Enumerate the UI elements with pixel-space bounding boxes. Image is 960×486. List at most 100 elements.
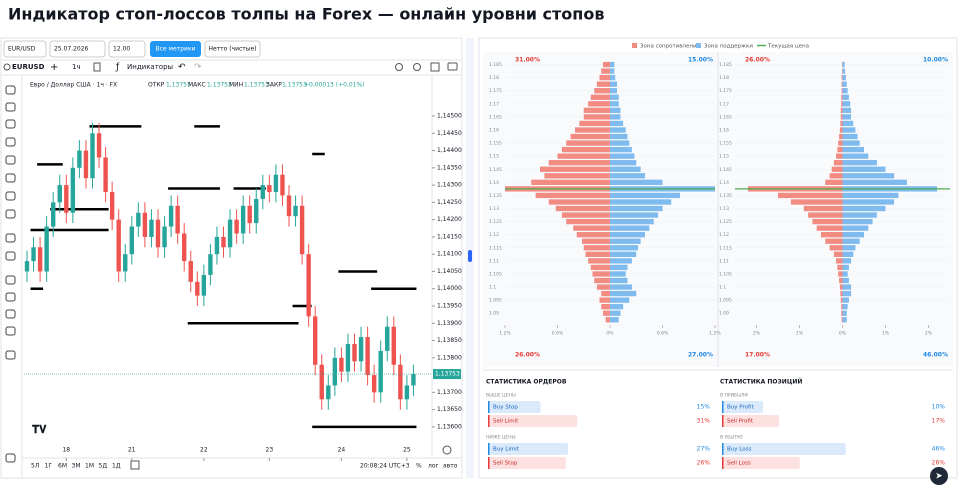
- fullscreen-icon[interactable]: [430, 62, 440, 72]
- support-bar: [842, 133, 858, 140]
- undo-icon[interactable]: ↶: [178, 63, 186, 73]
- indicators[interactable]: Индикаторы: [127, 63, 173, 71]
- stat-name: Buy Limit: [493, 447, 520, 453]
- support-bar: [610, 101, 619, 107]
- support-bar: [610, 166, 641, 172]
- splitter-handle[interactable]: [468, 250, 472, 262]
- alert-icon[interactable]: [395, 63, 403, 71]
- support-bar: [610, 61, 615, 68]
- log-toggle[interactable]: лог: [428, 463, 439, 470]
- resistance-bar: [596, 81, 610, 87]
- candle-body: [385, 326, 390, 351]
- auto-toggle[interactable]: авто: [443, 463, 458, 470]
- mode-button[interactable]: [204, 40, 261, 58]
- snapshot-icon[interactable]: [447, 62, 458, 71]
- range-button[interactable]: 1Г: [45, 463, 53, 470]
- interval[interactable]: 1ч: [72, 63, 81, 71]
- resistance-bar: [816, 225, 843, 231]
- support-bar: [842, 271, 848, 277]
- percent-label: 27.00%: [688, 352, 713, 359]
- redo-icon[interactable]: ↷: [194, 63, 202, 73]
- y-tick-label: 1,13800: [437, 354, 462, 361]
- y-tick-label: 1,14050: [437, 268, 462, 275]
- resistance-bar: [837, 146, 843, 153]
- candle-body: [51, 202, 56, 227]
- support-bar: [842, 74, 846, 81]
- resistance-bar: [840, 107, 843, 114]
- support-bar: [610, 304, 624, 310]
- candle-body: [293, 205, 298, 217]
- legend-label: ОТКР: [148, 82, 165, 89]
- resistance-bar: [790, 199, 843, 205]
- range-button[interactable]: 1М: [85, 463, 94, 470]
- profile-x-label: 0%: [839, 331, 847, 337]
- pair-select[interactable]: [3, 40, 47, 58]
- range-button[interactable]: 5Д: [99, 463, 108, 470]
- candle-body: [221, 236, 226, 248]
- tool-icon: [5, 155, 16, 165]
- tool-icon: [5, 309, 16, 319]
- send-button[interactable]: [930, 467, 948, 485]
- support-bar: [842, 127, 856, 133]
- resistance-bar: [590, 264, 610, 271]
- candle-body: [313, 316, 318, 365]
- resistance-bar: [566, 140, 610, 146]
- symbol[interactable]: EURUSD: [12, 63, 45, 71]
- search-icon[interactable]: [3, 63, 11, 71]
- percent-label: 46.00%: [923, 352, 948, 359]
- calendar-icon[interactable]: [130, 460, 140, 470]
- percent-toggle[interactable]: %: [416, 463, 422, 470]
- profile-y-label: 1.125: [489, 219, 502, 225]
- candle-body: [31, 247, 36, 262]
- stat-value: 27%: [697, 446, 711, 453]
- resistance-bar: [825, 179, 843, 186]
- candle-body: [286, 195, 292, 217]
- profile-y-label: 1.175: [719, 88, 732, 94]
- profile-y-label: 1.09: [719, 311, 729, 317]
- resistance-bar: [812, 218, 843, 225]
- profile-y-label: 1.15: [489, 154, 499, 160]
- add-icon[interactable]: +: [50, 62, 58, 73]
- x-tick-label: 25: [403, 447, 411, 454]
- metrics-button[interactable]: [150, 41, 201, 57]
- candle-type-icon[interactable]: [93, 62, 101, 72]
- resistance-bar: [601, 290, 610, 297]
- candle-body: [214, 236, 220, 255]
- support-bar: [610, 199, 672, 205]
- y-tick-label: 1,14200: [437, 216, 462, 223]
- settings-icon[interactable]: [413, 63, 421, 71]
- x-tick-label: 23: [266, 447, 274, 454]
- resistance-bar: [825, 238, 843, 244]
- range-button[interactable]: 6М: [58, 463, 67, 470]
- support-bar: [610, 74, 616, 81]
- y-tick-label: 1,14500: [437, 113, 462, 120]
- support-bar: [842, 232, 864, 238]
- candle-body: [70, 167, 76, 213]
- support-bar: [610, 205, 663, 212]
- time-select[interactable]: [108, 40, 146, 58]
- stat-name: Sell Limit: [493, 419, 519, 425]
- send-icon[interactable]: ➤: [935, 472, 943, 482]
- support-bar: [610, 81, 617, 87]
- support-bar: [842, 94, 849, 100]
- range-button[interactable]: 3М: [72, 463, 81, 470]
- profile-x-label: 0.6%: [657, 331, 669, 337]
- resistance-bar: [829, 245, 843, 251]
- indicators-icon[interactable]: ƒ: [115, 63, 120, 73]
- stat-value: 17%: [932, 418, 946, 425]
- resistance-bar: [841, 310, 843, 316]
- stat-name: Sell Profit: [727, 419, 754, 425]
- zoom-icon[interactable]: [442, 445, 452, 455]
- resistance-bar: [831, 166, 843, 172]
- support-bar: [610, 173, 645, 179]
- range-button[interactable]: 5Л: [31, 463, 39, 470]
- support-bar: [610, 251, 637, 257]
- range-button[interactable]: 1Д: [112, 463, 121, 470]
- stat-name: Buy Loss: [727, 447, 751, 453]
- resistance-bar: [840, 297, 843, 303]
- resistance-bar: [599, 74, 610, 81]
- date-input[interactable]: [49, 40, 106, 58]
- y-tick-label: 1,13900: [437, 320, 462, 327]
- support-bar: [842, 153, 869, 159]
- resistance-bar: [841, 94, 843, 100]
